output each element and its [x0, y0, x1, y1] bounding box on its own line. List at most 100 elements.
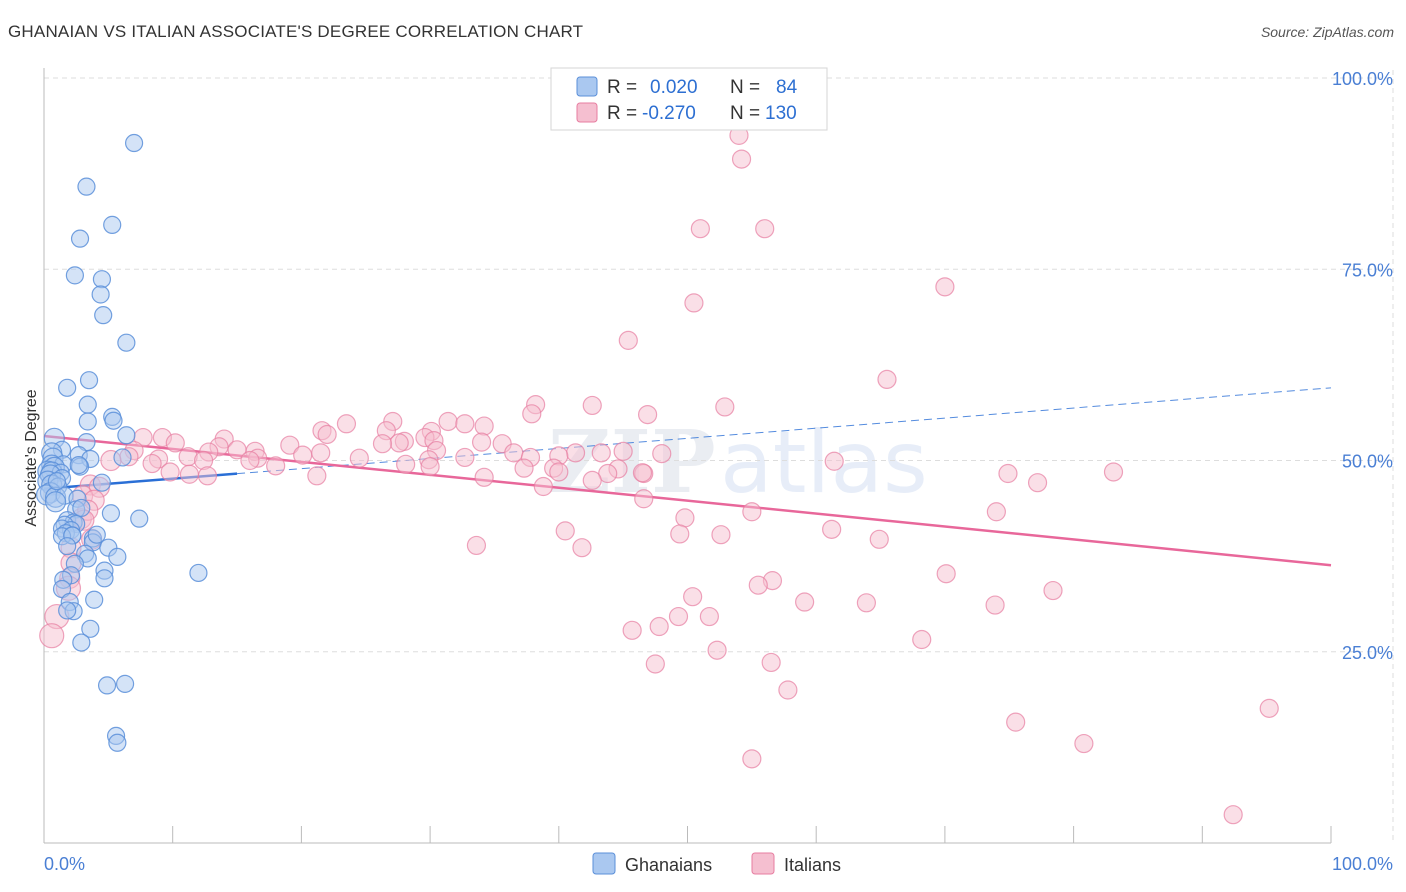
point-italians-3 — [755, 219, 775, 239]
point-italians-66 — [549, 462, 569, 482]
y-tick-label-2: 75.0% — [1342, 260, 1393, 280]
point-ghanaians-70 — [85, 590, 104, 609]
point-ghanaians-58 — [58, 537, 77, 556]
bottom-legend-swatch-ghanaians — [592, 852, 616, 875]
point-italians-73 — [998, 463, 1018, 484]
correlation-legend: R = 0.020 N = 84 R = -0.270 N = 130 — [550, 67, 828, 131]
watermark: ZIP atlas — [548, 412, 928, 513]
point-italians-120 — [1006, 712, 1026, 732]
point-italians-105 — [1043, 580, 1063, 601]
point-ghanaians-2 — [103, 215, 122, 234]
point-ghanaians-45 — [130, 509, 149, 528]
point-ghanaians-34 — [92, 473, 112, 492]
legend-r-label-2: R = — [607, 103, 637, 124]
point-italians-70 — [197, 466, 218, 486]
point-ghanaians-82 — [72, 498, 91, 518]
point-ghanaians-14 — [78, 412, 97, 431]
point-italians-90 — [675, 508, 695, 528]
point-italians-69 — [160, 462, 180, 482]
point-ghanaians-74 — [81, 619, 100, 638]
point-italians-4 — [935, 277, 955, 297]
point-italians-110 — [668, 606, 689, 627]
point-ghanaians-0 — [124, 133, 144, 153]
y-tick-label-0: 25.0% — [1342, 643, 1393, 663]
y-tick-label-3: 100.0% — [1332, 69, 1393, 89]
point-italians-102 — [748, 575, 768, 595]
point-italians-76 — [533, 476, 553, 497]
point-italians-47 — [591, 443, 611, 463]
point-italians-31 — [372, 434, 393, 454]
point-italians-5 — [684, 293, 704, 313]
bottom-legend-italians: Italians — [784, 855, 841, 875]
legend-n-value-2: 130 — [765, 103, 797, 124]
point-italians-7 — [877, 369, 897, 390]
point-italians-84 — [634, 489, 654, 509]
point-ghanaians-67 — [95, 569, 114, 588]
point-ghanaians-6 — [91, 285, 110, 304]
point-ghanaians-13 — [104, 411, 123, 430]
point-italians-123 — [1223, 805, 1243, 825]
series-legend: Ghanaians Italians — [592, 852, 841, 875]
chart-title: GHANAIAN VS ITALIAN ASSOCIATE'S DEGREE C… — [8, 22, 584, 41]
point-italians-71 — [307, 466, 327, 486]
point-ghanaians-83 — [87, 525, 106, 544]
point-ghanaians-7 — [94, 306, 113, 325]
point-italians-12 — [522, 404, 542, 424]
point-ghanaians-8 — [117, 333, 136, 352]
watermark-zip: ZIP — [548, 412, 716, 513]
point-italians-62 — [420, 457, 440, 477]
point-italians-95 — [711, 525, 731, 545]
point-ghanaians-3 — [70, 229, 90, 248]
point-ghanaians-77 — [97, 676, 117, 695]
point-italians-78 — [632, 463, 653, 483]
legend-n-value-1: 84 — [776, 77, 798, 98]
point-italians-11 — [638, 405, 658, 425]
point-italians-29 — [165, 433, 185, 453]
point-ghanaians-22 — [113, 448, 132, 467]
x-tick-label-1: 100.0% — [1332, 854, 1393, 874]
legend-n-label-2: N = — [730, 103, 760, 124]
point-ghanaians-75 — [72, 633, 91, 652]
legend-r-value-1: 0.020 — [650, 77, 698, 98]
point-italians-92 — [670, 524, 690, 544]
point-ghanaians-80 — [44, 491, 67, 513]
point-ghanaians-65 — [189, 563, 208, 583]
gridlines — [44, 70, 1394, 843]
point-italians-32 — [280, 435, 300, 455]
point-italians-45 — [565, 443, 586, 463]
point-italians-103 — [936, 564, 956, 584]
point-italians-104 — [795, 592, 815, 612]
point-italians-74 — [824, 451, 844, 471]
point-italians-115 — [707, 640, 727, 660]
point-ghanaians-1 — [77, 177, 96, 196]
legend-r-label-1: R = — [607, 77, 637, 98]
point-italians-2 — [690, 219, 710, 239]
point-italians-108 — [985, 595, 1005, 615]
point-italians-87 — [742, 502, 762, 522]
point-italians-43 — [455, 447, 475, 468]
y-tick-label-1: 50.0% — [1342, 452, 1393, 472]
point-italians-64 — [514, 458, 534, 478]
point-italians-124 — [39, 623, 65, 649]
point-italians-114 — [912, 629, 932, 650]
point-italians-60 — [142, 453, 162, 474]
point-italians-121 — [1074, 733, 1094, 754]
point-italians-119 — [1259, 698, 1279, 718]
point-italians-91 — [555, 521, 575, 541]
point-ghanaians-73 — [58, 601, 77, 620]
point-italians-46 — [652, 444, 672, 464]
point-italians-21 — [317, 424, 337, 445]
point-italians-15 — [455, 414, 475, 434]
point-ghanaians-5 — [92, 270, 112, 289]
point-ghanaians-76 — [115, 674, 135, 693]
legend-n-label-1: N = — [730, 77, 760, 98]
point-italians-1 — [731, 149, 752, 169]
point-italians-118 — [778, 680, 798, 700]
point-italians-127 — [869, 529, 889, 549]
point-italians-79 — [179, 464, 200, 484]
bottom-legend-ghanaians: Ghanaians — [625, 855, 712, 875]
point-italians-113 — [622, 620, 642, 640]
point-italians-14 — [438, 411, 458, 432]
point-italians-75 — [582, 470, 602, 490]
point-italians-94 — [572, 538, 592, 558]
